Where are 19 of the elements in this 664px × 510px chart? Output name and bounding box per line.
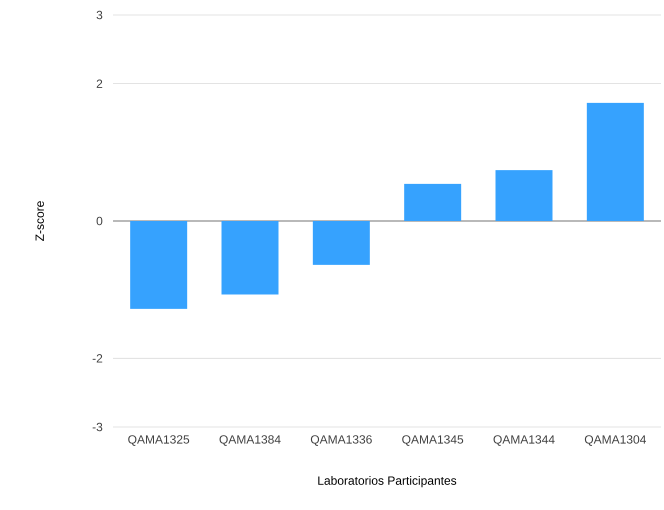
x-tick-label: QAMA1345: [402, 435, 464, 446]
y-tick-label: 3: [96, 10, 102, 20]
x-tick-label: QAMA1336: [310, 435, 372, 446]
x-tick-label: QAMA1344: [494, 435, 555, 446]
x-tick-label: QAMA1384: [220, 435, 281, 446]
bar: [586, 102, 644, 221]
x-tick-label: QAMA1325: [128, 435, 190, 446]
y-tick-label: 0: [96, 216, 102, 226]
y-tick-label: 2: [96, 79, 102, 88]
x-tick-label: QAMA1304: [584, 435, 646, 446]
bar: [496, 170, 552, 221]
x-axis-title: Laboratorios Participantes: [318, 476, 456, 488]
bar: [222, 220, 278, 294]
y-tick-label: -3: [92, 422, 102, 432]
y-tick-label: -2: [92, 354, 102, 363]
bar: [312, 220, 370, 265]
bar: [130, 220, 188, 309]
y-axis-title: Z-score: [36, 201, 44, 241]
bar: [404, 184, 462, 221]
